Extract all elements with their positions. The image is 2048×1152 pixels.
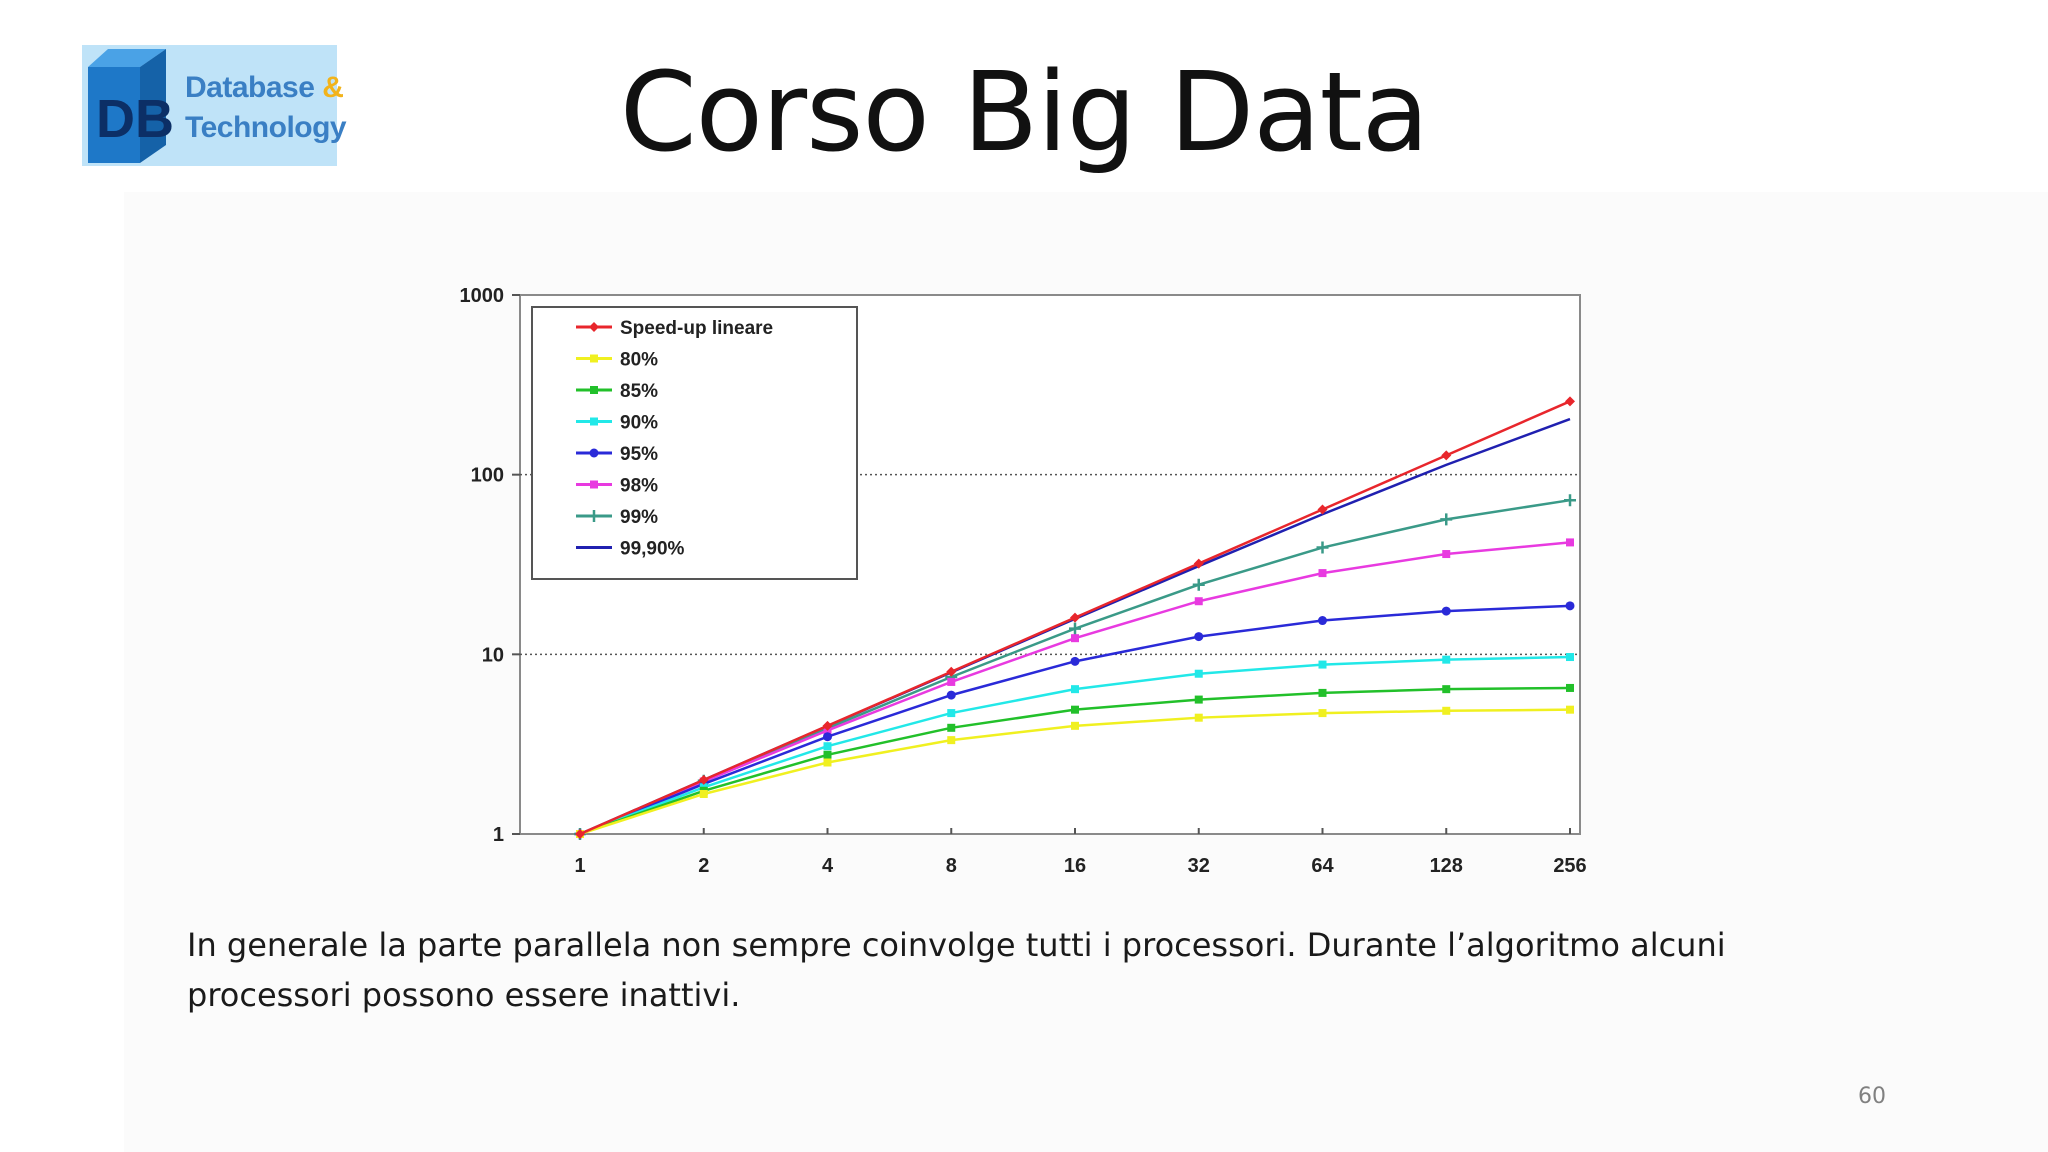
- chart-svg: 1 10 100 1000 1 2 4 8 16 32 64 128 256 Speed-up linea…: [460, 285, 1587, 877]
- data-point: [823, 732, 832, 742]
- data-point: [1442, 706, 1451, 715]
- legend-marker: [590, 354, 598, 363]
- data-point: [947, 723, 956, 732]
- data-point: [1194, 669, 1203, 678]
- data-point: [822, 720, 833, 731]
- data-point: [1071, 685, 1079, 694]
- data-point: [1069, 622, 1081, 635]
- data-point: [1316, 541, 1329, 554]
- y-tick-label: 100: [471, 465, 504, 487]
- data-point: [823, 750, 832, 759]
- data-point: [699, 789, 708, 798]
- legend-label: 85%: [620, 381, 658, 402]
- legend-box: [531, 306, 858, 580]
- x-tick-label: 8: [946, 855, 957, 877]
- y-tick-label: 1: [493, 824, 504, 846]
- y-tick-label: 10: [482, 644, 504, 666]
- logo-line-1: Database &: [185, 71, 344, 104]
- speedup-chart: 1 10 100 1000 1 2 4 8 16 32 64 128 256 Speed-up linea…: [420, 270, 1600, 890]
- data-point: [1194, 713, 1203, 722]
- data-point: [1318, 616, 1327, 626]
- data-point: [947, 736, 956, 745]
- y-tick-label: 1000: [460, 285, 505, 307]
- data-point: [947, 677, 956, 686]
- logo-cube-icon: DB: [88, 49, 174, 163]
- legend-label: 90%: [620, 413, 658, 434]
- data-point: [1440, 513, 1453, 526]
- data-point: [1070, 612, 1080, 623]
- data-point: [1318, 709, 1327, 718]
- data-point: [1318, 688, 1327, 697]
- data-point: [1566, 538, 1574, 547]
- legend-label: Speed-up lineare: [620, 318, 773, 339]
- data-point: [1566, 705, 1574, 714]
- x-tick-label: 32: [1188, 855, 1210, 877]
- data-point: [1565, 601, 1575, 611]
- page-number: 60: [1858, 1084, 1886, 1109]
- legend-marker: [588, 510, 600, 522]
- data-point: [1566, 683, 1574, 692]
- data-point: [1071, 705, 1079, 714]
- x-tick-label: 2: [698, 855, 709, 877]
- legend-marker: [590, 480, 598, 489]
- body-text: In generale la parte parallela non sempr…: [187, 926, 1726, 1014]
- data-point: [1070, 656, 1080, 666]
- legend-label: 99,90%: [620, 539, 685, 560]
- legend-label: 99%: [620, 507, 658, 528]
- data-point: [1564, 494, 1576, 507]
- x-tick-label: 256: [1553, 855, 1586, 877]
- data-point: [1441, 450, 1452, 461]
- legend-marker: [589, 322, 599, 332]
- data-point: [1194, 597, 1203, 606]
- legend-marker: [590, 417, 598, 426]
- data-point: [1565, 396, 1575, 407]
- data-point: [1441, 606, 1451, 616]
- data-point: [1318, 660, 1327, 669]
- x-tick-label: 16: [1064, 855, 1086, 877]
- logo-line-2: Technology: [185, 111, 347, 144]
- data-point: [1317, 504, 1328, 515]
- data-point: [1318, 569, 1327, 578]
- logo: DB Database & Technology: [82, 45, 347, 166]
- legend-marker: [589, 448, 599, 458]
- x-tick-label: 64: [1311, 855, 1334, 877]
- data-point: [1192, 578, 1205, 591]
- data-point: [947, 709, 956, 718]
- x-tick-label: 4: [822, 855, 834, 877]
- data-point: [946, 666, 957, 677]
- data-point: [1442, 655, 1451, 664]
- data-point: [1071, 721, 1079, 730]
- data-point: [1193, 558, 1204, 569]
- x-tick-label: 128: [1430, 855, 1463, 877]
- data-point: [1071, 634, 1079, 643]
- data-point: [1442, 685, 1451, 694]
- slide-title: Corso Big Data: [619, 48, 1429, 176]
- legend-label: 95%: [620, 444, 658, 465]
- data-point: [823, 758, 832, 767]
- data-point: [1194, 632, 1204, 642]
- legend-marker: [590, 386, 598, 394]
- data-point: [946, 690, 956, 700]
- data-point: [1442, 550, 1451, 559]
- data-point: [1194, 695, 1203, 704]
- data-point: [1566, 653, 1574, 662]
- legend-label: 80%: [620, 350, 658, 371]
- x-tick-label: 1: [574, 855, 585, 877]
- legend-label: 98%: [620, 476, 658, 497]
- data-point: [698, 774, 709, 785]
- data-point: [575, 829, 585, 839]
- data-point: [823, 742, 832, 751]
- logo-cube-text: DB: [96, 89, 174, 149]
